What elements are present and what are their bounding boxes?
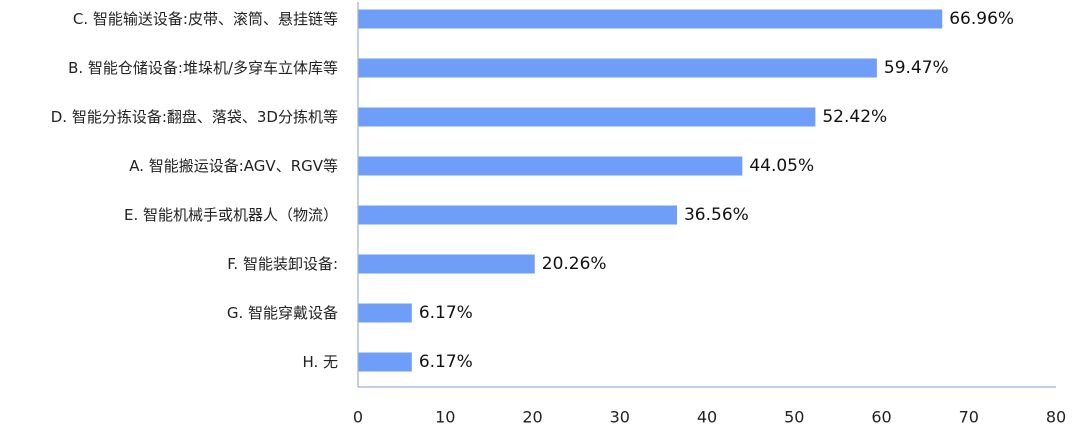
category-label-0: C. 智能输送设备:皮带、滚筒、悬挂链等: [73, 10, 338, 28]
value-label-5: 20.26%: [542, 254, 607, 274]
bar-6: [358, 303, 412, 323]
x-tick-label-8: 80: [1046, 408, 1066, 427]
bar-1: [358, 58, 877, 78]
category-label-3: A. 智能搬运设备:AGV、RGV等: [129, 157, 338, 175]
bar-4: [358, 205, 677, 225]
category-labels-group: C. 智能输送设备:皮带、滚筒、悬挂链等 B. 智能仓储设备:堆垛机/多穿车立体库…: [51, 10, 338, 371]
x-tick-label-5: 50: [784, 408, 804, 427]
x-tick-labels-group: 0 10 20 30 40 50 60 70 80: [353, 408, 1066, 427]
value-label-7: 6.17%: [419, 352, 473, 372]
category-label-6: G. 智能穿戴设备: [227, 304, 338, 322]
x-tick-label-0: 0: [353, 408, 363, 427]
bar-2: [358, 107, 816, 127]
x-tick-label-7: 70: [959, 408, 979, 427]
bars-group: [358, 9, 943, 372]
bar-3: [358, 156, 743, 176]
value-label-3: 44.05%: [749, 156, 814, 176]
x-tick-label-2: 20: [522, 408, 542, 427]
category-label-5: F. 智能装卸设备:: [227, 255, 338, 273]
value-label-4: 36.56%: [684, 205, 749, 225]
bar-0: [358, 9, 943, 29]
x-tick-label-4: 40: [697, 408, 717, 427]
category-label-2: D. 智能分拣设备:翻盘、落袋、3D分拣机等: [51, 108, 338, 126]
category-label-7: H. 无: [302, 353, 338, 371]
value-label-1: 59.47%: [884, 58, 949, 78]
value-labels-group: 66.96% 59.47% 52.42% 44.05% 36.56% 20.26% 6.17…: [419, 9, 1014, 372]
bar-7: [358, 352, 412, 372]
x-tick-label-3: 30: [610, 408, 630, 427]
category-label-1: B. 智能仓储设备:堆垛机/多穿车立体库等: [68, 59, 338, 77]
value-label-2: 52.42%: [822, 107, 887, 127]
bar-5: [358, 254, 535, 274]
category-label-4: E. 智能机械手或机器人（物流）: [124, 206, 338, 224]
x-tick-label-6: 60: [871, 408, 891, 427]
value-label-0: 66.96%: [949, 9, 1014, 29]
value-label-6: 6.17%: [419, 303, 473, 323]
x-tick-label-1: 10: [435, 408, 455, 427]
